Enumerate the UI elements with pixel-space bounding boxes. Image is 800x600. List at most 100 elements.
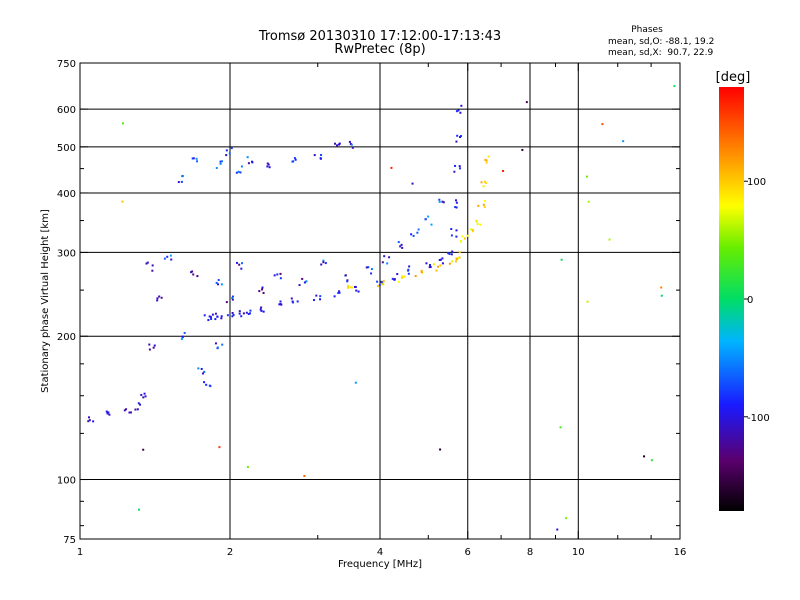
data-point (351, 286, 353, 288)
data-point (164, 258, 166, 260)
data-point (376, 281, 378, 283)
data-point (190, 271, 192, 273)
data-point (396, 273, 398, 275)
data-point (392, 278, 394, 280)
data-point (425, 262, 427, 264)
data-point (203, 381, 205, 383)
data-point (442, 262, 444, 264)
data-point (460, 135, 462, 137)
data-point (240, 268, 242, 270)
data-point (149, 349, 151, 351)
data-point (410, 233, 412, 235)
data-point (299, 284, 301, 286)
data-point (196, 158, 198, 160)
data-point (477, 205, 479, 207)
phase-stats-heading: Phases (631, 25, 663, 35)
data-point (314, 154, 316, 156)
data-point (108, 414, 110, 416)
data-point (383, 280, 385, 282)
data-point (221, 160, 223, 162)
data-point (521, 149, 523, 151)
data-point (138, 402, 140, 404)
data-point (304, 281, 306, 283)
data-point (346, 280, 348, 282)
data-point (226, 301, 228, 303)
y-tick-label: 400 (57, 189, 76, 200)
data-point (144, 393, 146, 395)
data-point (483, 204, 485, 206)
data-point (303, 475, 305, 477)
data-point (437, 266, 439, 268)
data-point (248, 162, 250, 164)
data-point (456, 207, 458, 209)
data-point (622, 140, 624, 142)
data-point (320, 154, 322, 156)
chart-subtitle: RwPretec (8p) (334, 42, 425, 57)
data-point (107, 411, 109, 413)
data-point (427, 216, 429, 218)
data-point (401, 247, 403, 249)
colorbar-ticks: 1000-100 (744, 177, 770, 424)
data-point (269, 166, 271, 168)
data-point (196, 160, 198, 162)
data-point (430, 224, 432, 226)
data-point (455, 141, 457, 143)
data-point (236, 262, 238, 264)
data-point (386, 262, 388, 264)
data-point (484, 181, 486, 183)
data-point (241, 262, 243, 264)
data-point (366, 266, 368, 268)
data-point (225, 154, 227, 156)
data-point (138, 509, 140, 511)
data-point (153, 347, 155, 349)
data-point (398, 281, 400, 283)
data-point (334, 143, 336, 145)
data-point (399, 245, 401, 247)
data-point (502, 170, 504, 172)
data-point (122, 201, 124, 203)
data-point (124, 409, 126, 411)
data-point (476, 221, 478, 223)
data-point (229, 152, 231, 154)
data-point (205, 384, 207, 386)
phase-stats-x-mode: mean, sd,X: 90.7, 22.9 (608, 48, 714, 58)
data-point (379, 284, 381, 286)
data-point (210, 318, 212, 320)
data-point (415, 275, 417, 277)
data-point (239, 310, 241, 312)
y-tick-label: 500 (57, 143, 76, 154)
data-point (182, 175, 184, 177)
data-point (454, 165, 456, 167)
data-point (137, 408, 139, 410)
data-point (140, 394, 142, 396)
data-point (258, 290, 260, 292)
data-point (92, 420, 94, 422)
data-point (247, 156, 249, 158)
data-point (251, 161, 253, 163)
data-point (370, 272, 372, 274)
data-point (351, 144, 353, 146)
data-point (134, 409, 136, 411)
data-point (416, 232, 418, 234)
data-point (280, 277, 282, 279)
data-point (218, 279, 220, 281)
data-point (148, 344, 150, 346)
data-point (352, 147, 354, 149)
data-point (455, 199, 457, 201)
data-point (394, 278, 396, 280)
phase-stats-annotation: Phases mean, sd,O: -88.1, 19.2 mean, sd,… (608, 25, 714, 58)
data-point (295, 159, 297, 161)
data-point (412, 183, 414, 185)
data-point (209, 385, 211, 387)
data-point (130, 411, 132, 413)
x-tick-label: 16 (674, 547, 687, 558)
y-tick-label: 300 (57, 248, 76, 259)
data-point (349, 141, 351, 143)
data-point (651, 459, 653, 461)
data-point (390, 167, 392, 169)
data-point (249, 312, 251, 314)
data-point (260, 307, 262, 309)
data-point (181, 181, 183, 183)
data-point (484, 206, 486, 208)
data-point (388, 256, 390, 258)
